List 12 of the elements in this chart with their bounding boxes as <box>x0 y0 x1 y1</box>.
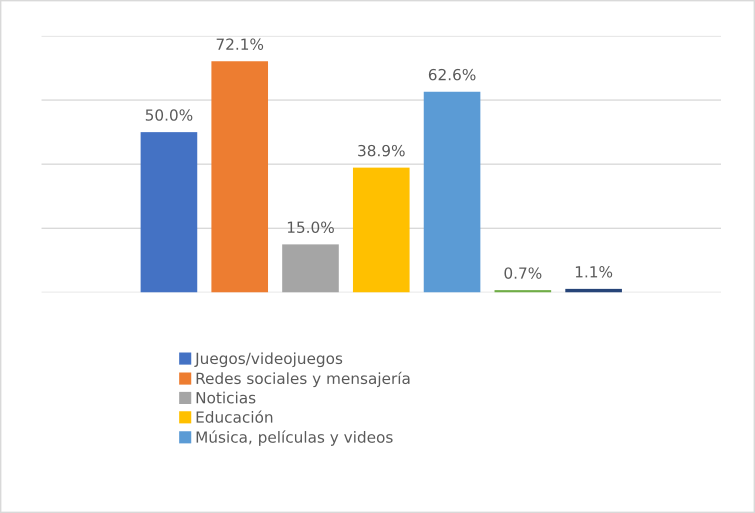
data-label: 50.0% <box>146 109 192 121</box>
data-label: 0.7% <box>504 267 542 279</box>
data-label: 38.9% <box>358 144 405 156</box>
data-label: 72.1% <box>216 38 264 50</box>
legend-label: Educación <box>196 410 272 423</box>
legend-label: Noticias <box>196 392 256 404</box>
data-label: 1.1% <box>576 266 612 278</box>
data-label: 15.0% <box>288 221 334 234</box>
legend-label: Música, películas y videos <box>196 430 393 446</box>
legend-label: Juegos/videojuegos <box>194 352 342 368</box>
legend-label: Redes sociales y mensajería <box>196 372 410 388</box>
data-label: 62.6% <box>428 68 476 80</box>
